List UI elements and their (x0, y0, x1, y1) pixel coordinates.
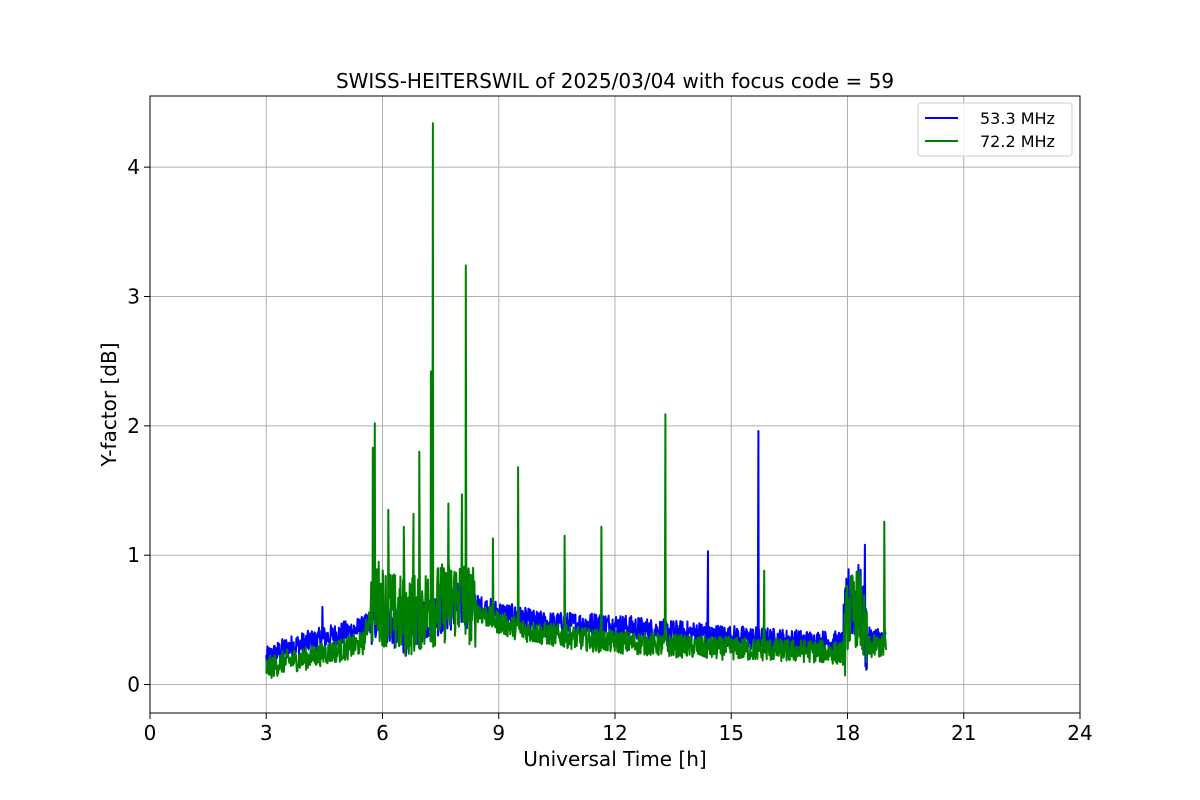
legend-box (917, 102, 1073, 157)
x-tick-label: 18 (835, 721, 860, 745)
x-tick-label: 9 (492, 721, 505, 745)
legend-label-series-2: 72.2 MHz (980, 132, 1055, 151)
chart-title: SWISS-HEITERSWIL of 2025/03/04 with focu… (336, 69, 894, 93)
x-tick-label: 0 (144, 721, 157, 745)
x-tick-label: 3 (260, 721, 273, 745)
x-tick-label: 6 (376, 721, 389, 745)
x-tick-label: 24 (1067, 721, 1092, 745)
y-axis-label: Y-factor [dB] (97, 342, 121, 467)
legend-label-series-1: 53.3 MHz (980, 109, 1055, 128)
y-tick-label: 0 (127, 673, 140, 697)
y-tick-label: 2 (127, 414, 140, 438)
legend: 53.3 MHz 72.2 MHz (917, 102, 1073, 157)
series-lines (265, 122, 888, 679)
y-tick-label: 4 (127, 155, 140, 179)
x-axis-label: Universal Time [h] (523, 747, 706, 771)
y-tick-label: 3 (127, 284, 140, 308)
x-tick-label: 21 (951, 721, 976, 745)
x-tick-label: 15 (719, 721, 744, 745)
y-tick-label: 1 (127, 543, 140, 567)
series-line-2 (265, 122, 888, 679)
x-tick-label: 12 (602, 721, 627, 745)
